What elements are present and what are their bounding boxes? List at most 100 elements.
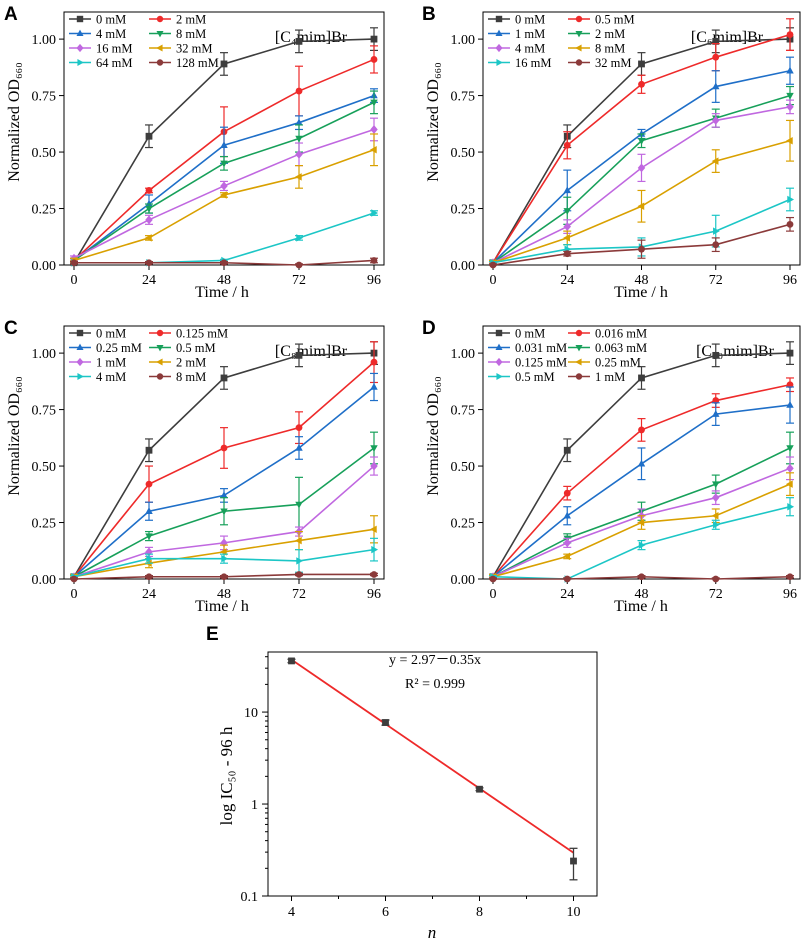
legend-item: 0.5 mM bbox=[149, 341, 216, 355]
legend-item: 0.031 mM bbox=[488, 341, 567, 355]
legend-item: 4 mM bbox=[488, 42, 545, 56]
legend-label: 32 mM bbox=[595, 56, 631, 70]
legend-label: 0.063 mM bbox=[595, 341, 647, 355]
data-point bbox=[563, 141, 571, 149]
y-axis-label: Normalized OD₆₆₀ bbox=[425, 376, 442, 495]
legend-item: 8 mM bbox=[149, 370, 206, 384]
data-point bbox=[786, 573, 794, 581]
data-point bbox=[563, 575, 571, 583]
fit-equation: y = 2.97－0.35x bbox=[389, 653, 481, 668]
data-point bbox=[637, 518, 645, 527]
panel-letter-e: E bbox=[206, 624, 219, 645]
x-tick-label: 24 bbox=[142, 587, 156, 602]
data-point bbox=[294, 173, 302, 181]
data-point bbox=[786, 92, 794, 100]
legend-label: 0 mM bbox=[515, 327, 545, 341]
data-point bbox=[638, 541, 646, 549]
series-line bbox=[74, 212, 375, 264]
legend-item: 0.25 mM bbox=[69, 341, 142, 355]
data-point bbox=[711, 157, 719, 165]
legend-marker bbox=[76, 15, 84, 23]
data-point bbox=[220, 374, 228, 382]
legend-item: 128 mM bbox=[149, 56, 219, 70]
x-tick-label: 96 bbox=[783, 587, 797, 602]
data-point bbox=[295, 571, 303, 578]
data-point bbox=[145, 259, 153, 267]
series-0.25-mM bbox=[70, 372, 378, 580]
x-axis-label: n bbox=[428, 923, 437, 942]
legend-marker bbox=[156, 329, 164, 337]
x-tick-label: 10 bbox=[567, 905, 581, 920]
data-point bbox=[786, 400, 794, 408]
data-point bbox=[563, 250, 571, 258]
legend-label: 64 mM bbox=[96, 56, 132, 70]
legend-marker bbox=[575, 15, 583, 23]
data-point bbox=[785, 137, 793, 145]
legend-label: 0.016 mM bbox=[595, 327, 647, 341]
y-axis-label: Normalized OD₆₆₀ bbox=[425, 62, 442, 181]
data-point bbox=[637, 129, 646, 137]
data-point bbox=[220, 444, 228, 452]
data-point bbox=[221, 554, 229, 563]
chart-title: [C₄mim]Br bbox=[275, 29, 348, 46]
y-tick-label: 1.00 bbox=[32, 347, 57, 362]
data-point bbox=[70, 575, 78, 583]
x-tick-label: 0 bbox=[71, 273, 78, 288]
legend-item: 0.125 mM bbox=[488, 356, 567, 370]
x-axis-label: Time / h bbox=[614, 598, 668, 615]
data-point bbox=[145, 533, 153, 541]
legend-marker bbox=[76, 343, 84, 351]
data-point bbox=[294, 536, 302, 545]
data-point bbox=[563, 186, 571, 194]
y-tick-label: 0.25 bbox=[32, 517, 57, 532]
data-point bbox=[370, 571, 378, 578]
legend-item: 8 mM bbox=[568, 42, 625, 56]
panel-d: D Normalized OD₆₆₀ Time / h [C₁₀mim]Br 0… bbox=[422, 318, 801, 615]
data-point bbox=[145, 446, 153, 454]
series-0.25-mM bbox=[488, 472, 794, 581]
legend-item: 0 mM bbox=[69, 13, 126, 27]
x-axis-label: Time / h bbox=[195, 598, 249, 615]
data-point bbox=[295, 118, 303, 126]
data-point bbox=[296, 234, 304, 242]
x-axis-label: Time / h bbox=[195, 284, 249, 301]
data-point bbox=[220, 141, 228, 148]
y-tick-label: 10 bbox=[244, 706, 258, 721]
x-tick-label: 72 bbox=[709, 587, 723, 602]
y-tick-label: 0.50 bbox=[451, 460, 476, 475]
legend-label: 0 mM bbox=[515, 13, 545, 27]
legend-label: 0.5 mM bbox=[515, 370, 555, 384]
legend: 0 mM 0.5 mM 1 mM 2 mM 4 mM 8 mM 16 mM 32 mM bbox=[488, 13, 635, 70]
legend-item: 0.5 mM bbox=[488, 370, 555, 384]
legend-item: 2 mM bbox=[149, 356, 206, 370]
data-point bbox=[145, 187, 153, 194]
data-point bbox=[220, 160, 228, 168]
data-point bbox=[637, 459, 646, 467]
y-tick-label: 0.00 bbox=[451, 573, 476, 588]
legend-label: 2 mM bbox=[176, 356, 206, 370]
legend-label: 1 mM bbox=[96, 356, 126, 370]
legend-label: 0.125 mM bbox=[515, 356, 567, 370]
y-tick-label: 0.00 bbox=[32, 259, 57, 274]
legend-item: 4 mM bbox=[69, 370, 126, 384]
data-point bbox=[563, 208, 571, 215]
data-point bbox=[371, 209, 379, 217]
legend-item: 0.25 mM bbox=[568, 356, 641, 370]
x-tick-label: 0 bbox=[490, 273, 497, 288]
data-point bbox=[489, 575, 497, 583]
x-tick-label: 48 bbox=[217, 587, 231, 602]
y-tick-label: 1.00 bbox=[451, 33, 476, 48]
legend-marker bbox=[495, 43, 503, 53]
data-point bbox=[145, 199, 153, 207]
y-tick-label: 0.75 bbox=[451, 90, 476, 105]
data-point bbox=[713, 521, 720, 529]
data-point bbox=[711, 512, 719, 520]
x-tick-label: 48 bbox=[635, 273, 649, 288]
x-tick-label: 4 bbox=[288, 905, 295, 920]
panel-letter-c: C bbox=[4, 318, 18, 339]
x-tick-label: 24 bbox=[142, 273, 156, 288]
legend: 0 mM 0.125 mM 0.25 mM 0.5 mM 1 mM 2 mM 4 mM 8 m… bbox=[69, 327, 228, 384]
legend-marker bbox=[76, 29, 84, 37]
x-tick-label: 96 bbox=[367, 273, 381, 288]
data-point bbox=[145, 480, 153, 488]
